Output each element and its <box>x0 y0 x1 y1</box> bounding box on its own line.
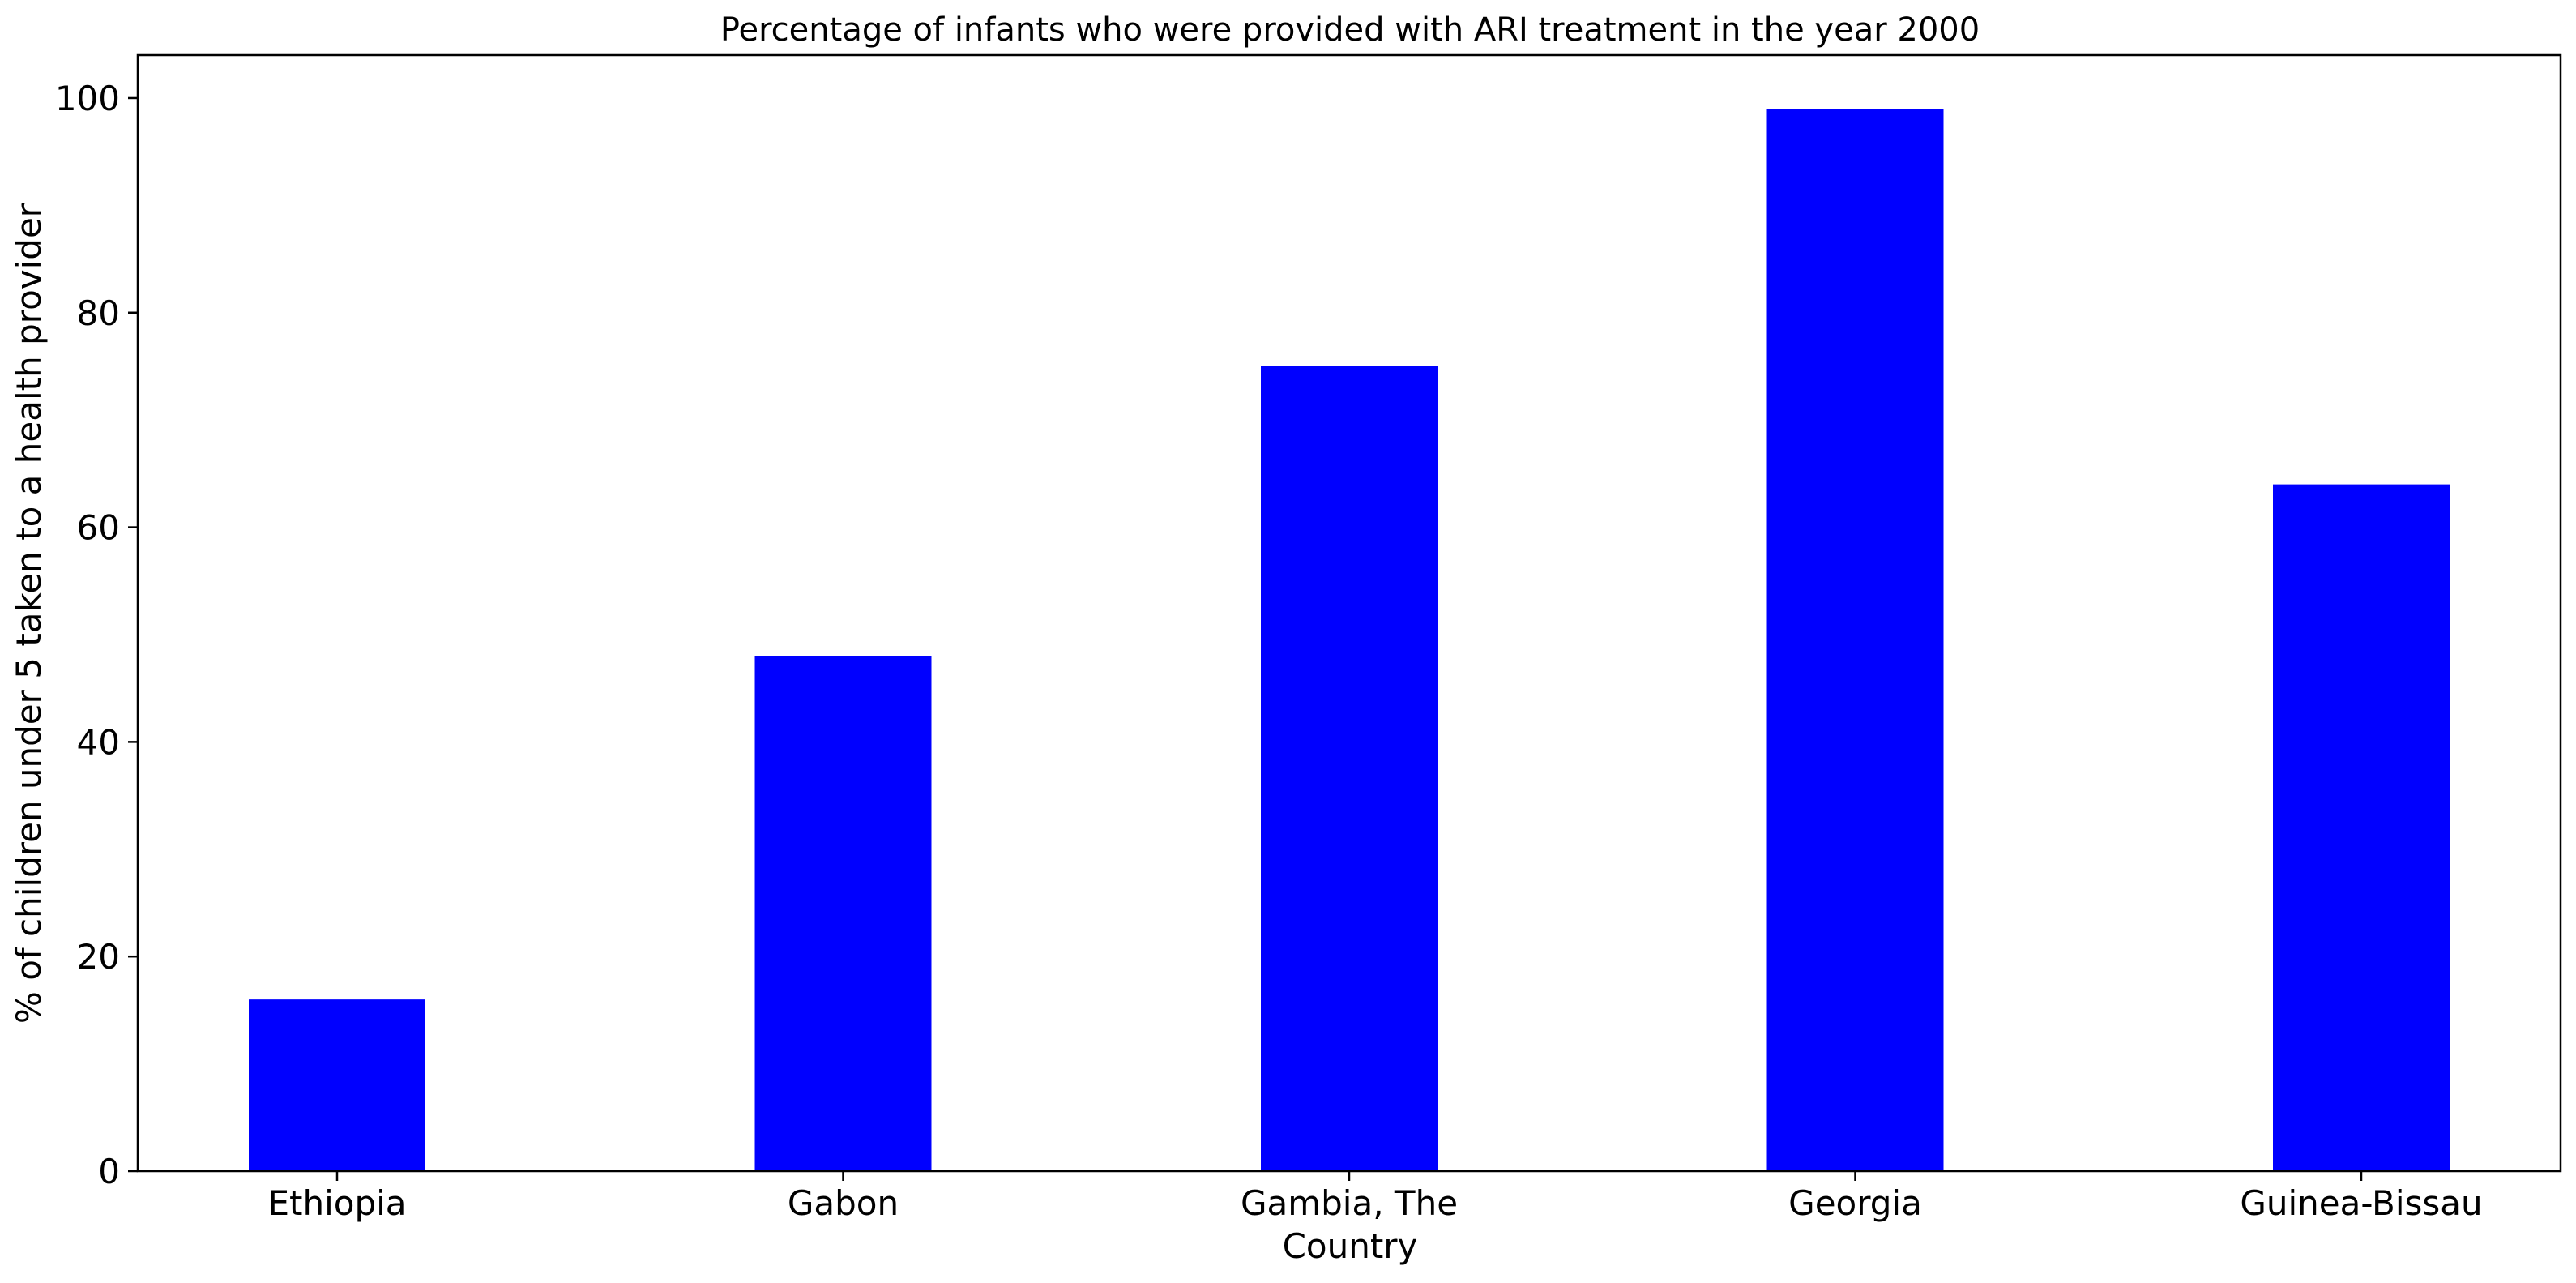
y-tick-label: 0 <box>98 1152 120 1191</box>
chart-title: Percentage of infants who were provided … <box>720 11 1980 49</box>
y-tick-label: 40 <box>77 722 120 762</box>
bars-group <box>249 109 2450 1172</box>
y-tick-label: 60 <box>77 508 120 548</box>
bar-ethiopia <box>249 999 425 1171</box>
y-tick-label: 80 <box>77 293 120 333</box>
y-tick-label: 100 <box>55 79 120 118</box>
x-tick-label: Gabon <box>788 1183 899 1223</box>
axes-group: Ethiopia Gabon Gambia, The Georgia Guinea-Bi… <box>55 79 2483 1223</box>
x-tick-label: Gambia, The <box>1241 1183 1458 1223</box>
plot-frame <box>136 53 2562 1173</box>
bar-gambia-the <box>1261 366 1438 1171</box>
x-tick-label: Guinea-Bissau <box>2240 1183 2482 1223</box>
x-tick-label: Ethiopia <box>267 1183 406 1223</box>
bar-gabon <box>754 656 932 1171</box>
y-axis-label: % of children under 5 taken to a health … <box>9 203 49 1024</box>
y-tick-label: 20 <box>77 937 120 977</box>
x-tick-label: Georgia <box>1788 1183 1922 1223</box>
x-axis-label: Country <box>1283 1226 1418 1266</box>
bar-georgia <box>1766 109 1944 1172</box>
bar-guinea-bissau <box>2273 484 2450 1171</box>
